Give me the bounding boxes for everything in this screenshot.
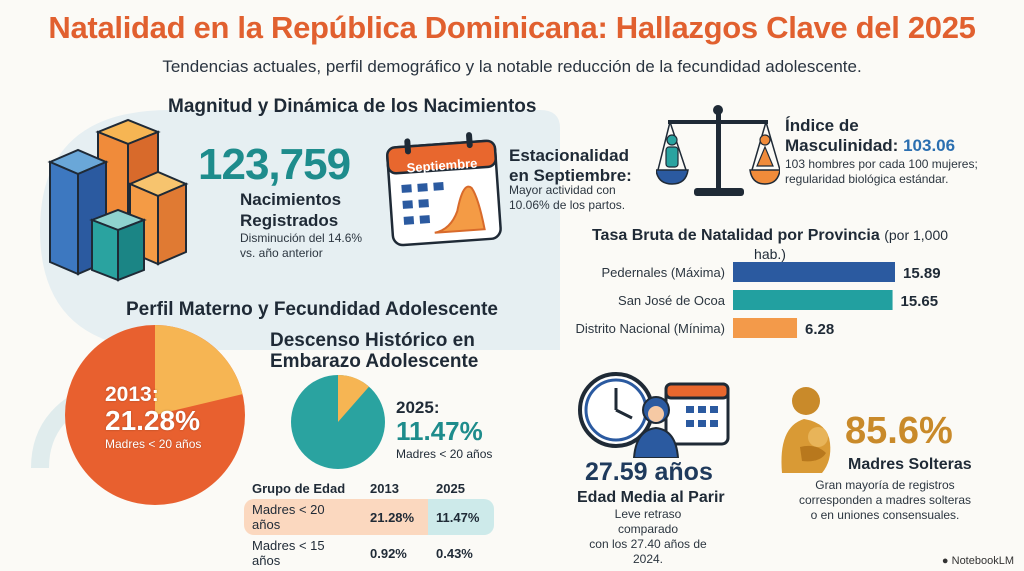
table-cell: Madres < 15 años [252, 538, 325, 568]
single-text-line1: Gran mayoría de registros [815, 478, 955, 492]
chart-title-unit: (por 1,000 hab.) [754, 227, 949, 262]
descent-title-line2: Embarazo Adolescente [270, 351, 479, 372]
seasonality-title-line2: en Septiembre: [509, 166, 632, 185]
pie-2025-slice [338, 375, 370, 422]
single-value: 85.6% [845, 410, 953, 452]
seasonality-text-line1: Mayor actividad con [509, 183, 616, 197]
pie-2013-year: 2013: [105, 383, 159, 406]
single-text-line3: o en uniones consensuales. [810, 508, 960, 522]
mother-child-icon [781, 387, 831, 473]
clock-woman-calendar-icon [578, 372, 730, 458]
masculinity-title: Índice de Masculinidad: 103.06 [785, 116, 955, 156]
births-heading: Magnitud y Dinámica de los Nacimientos [168, 96, 537, 117]
table-cell: 21.28% [362, 499, 428, 535]
age-text-line2: con los 27.40 años de 2024. [589, 537, 707, 566]
births-note: Disminución del 14.6% vs. año anterior [240, 231, 362, 261]
descent-title-line1: Descenso Histórico en [270, 330, 475, 351]
table-header-2025: 2025 [436, 481, 465, 496]
masculinity-title-line1: Índice de [785, 116, 859, 135]
pie-2013-labels: 2013: 21.28% Madres < 20 años [105, 383, 201, 451]
notebook-logo-icon: ● [941, 555, 949, 567]
chart-title-text: Tasa Bruta de Natalidad por Provincia [591, 227, 880, 244]
pie-2025-pct: 11.47% [396, 416, 483, 446]
bar-category-label: San José de Ocoa [618, 293, 726, 308]
seasonality-text: Mayor actividad con 10.06% de los partos… [509, 183, 625, 213]
brand-watermark: ● NotebookLM [942, 555, 1014, 567]
table-header-2013: 2013 [370, 481, 399, 496]
bar-category-label: Pedernales (Máxima) [601, 265, 725, 280]
chart-title: Tasa Bruta de Natalidad por Provincia (p… [590, 226, 950, 264]
table-cell: 11.47% [428, 499, 494, 535]
table-header-row: Grupo de Edad 2013 2025 [244, 478, 494, 499]
table-cell: 0.92% [370, 545, 407, 561]
pie-2013-chart [65, 325, 245, 505]
age-title: Edad Media al Parir [577, 489, 725, 506]
births-note-line1: Disminución del 14.6% [240, 231, 363, 245]
page-title: Natalidad en la República Dominicana: Ha… [48, 10, 976, 45]
bar-value-label: 15.89 [903, 265, 941, 282]
pie-2025-labels: 2025: 11.47% Madres < 20 años [396, 398, 492, 461]
bar [733, 290, 893, 310]
single-text-line2: corresponden a madres solteras [798, 493, 972, 507]
table-cell: 0.43% [436, 545, 473, 561]
table-cell: Madres < 20 años [244, 499, 362, 535]
balance-scale-icon [656, 105, 780, 196]
age-group-table: Grupo de Edad 2013 2025 Madres < 20 años… [244, 478, 494, 571]
masculinity-text-line1: 103 hombres por cada 100 mujeres; [785, 157, 978, 171]
age-value: 27.59 años [585, 458, 713, 486]
bar [733, 318, 798, 338]
pie-2013-label: Madres < 20 años [105, 437, 202, 451]
page-subtitle: Tendencias actuales, perfil demográfico … [162, 57, 862, 76]
seasonality-text-line2: 10.06% de los partos. [509, 198, 626, 212]
cubes-icon [47, 118, 189, 282]
pie-2025-label: Madres < 20 años [396, 447, 493, 461]
calendar-icon [386, 132, 502, 247]
births-label: Nacimientos Registrados [240, 189, 341, 231]
pie-2025-year: 2025: [396, 398, 440, 417]
births-total: 123,759 [198, 140, 351, 189]
single-title: Madres Solteras [848, 456, 972, 473]
bar-value-label: 6.28 [805, 321, 834, 338]
pie-2025-chart [291, 375, 385, 469]
births-note-line2: vs. año anterior [240, 246, 323, 260]
single-text: Gran mayoría de registros corresponden a… [780, 478, 990, 523]
bar [733, 262, 895, 282]
births-label-line1: Nacimientos [240, 190, 342, 209]
pie-2013-slice [155, 325, 243, 415]
bar-category-label: Distrito Nacional (Mínima) [575, 321, 725, 336]
maternal-heading: Perfil Materno y Fecundidad Adolescente [126, 299, 498, 320]
bar-value-label: 15.65 [901, 293, 939, 310]
births-label-line2: Registrados [240, 211, 339, 230]
table-row: Madres < 20 años 21.28% 11.47% [244, 499, 494, 535]
table-row: Madres < 15 años 0.92% 0.43% [244, 535, 494, 571]
seasonality-title-line1: Estacionalidad [509, 146, 629, 165]
brand-text: NotebookLM [951, 555, 1014, 567]
pie-2013-pct: 21.28% [105, 405, 200, 436]
birth-rate-bar-chart: Pedernales (Máxima) 15.89 San José de Ocoa… [575, 262, 941, 338]
age-text: Leve retraso comparado con los 27.40 año… [583, 507, 713, 567]
age-text-line1: Leve retraso comparado [614, 507, 682, 536]
seasonality-title: Estacionalidad en Septiembre: [509, 146, 632, 186]
masculinity-text: 103 hombres por cada 100 mujeres; regula… [785, 157, 978, 187]
table-header-group: Grupo de Edad [252, 481, 346, 496]
masculinity-title-line2: Masculinidad: [785, 136, 899, 155]
descent-title: Descenso Histórico en Embarazo Adolescen… [270, 330, 478, 372]
masculinity-value: 103.06 [903, 136, 956, 155]
masculinity-text-line2: regularidad biológica estándar. [785, 172, 949, 186]
